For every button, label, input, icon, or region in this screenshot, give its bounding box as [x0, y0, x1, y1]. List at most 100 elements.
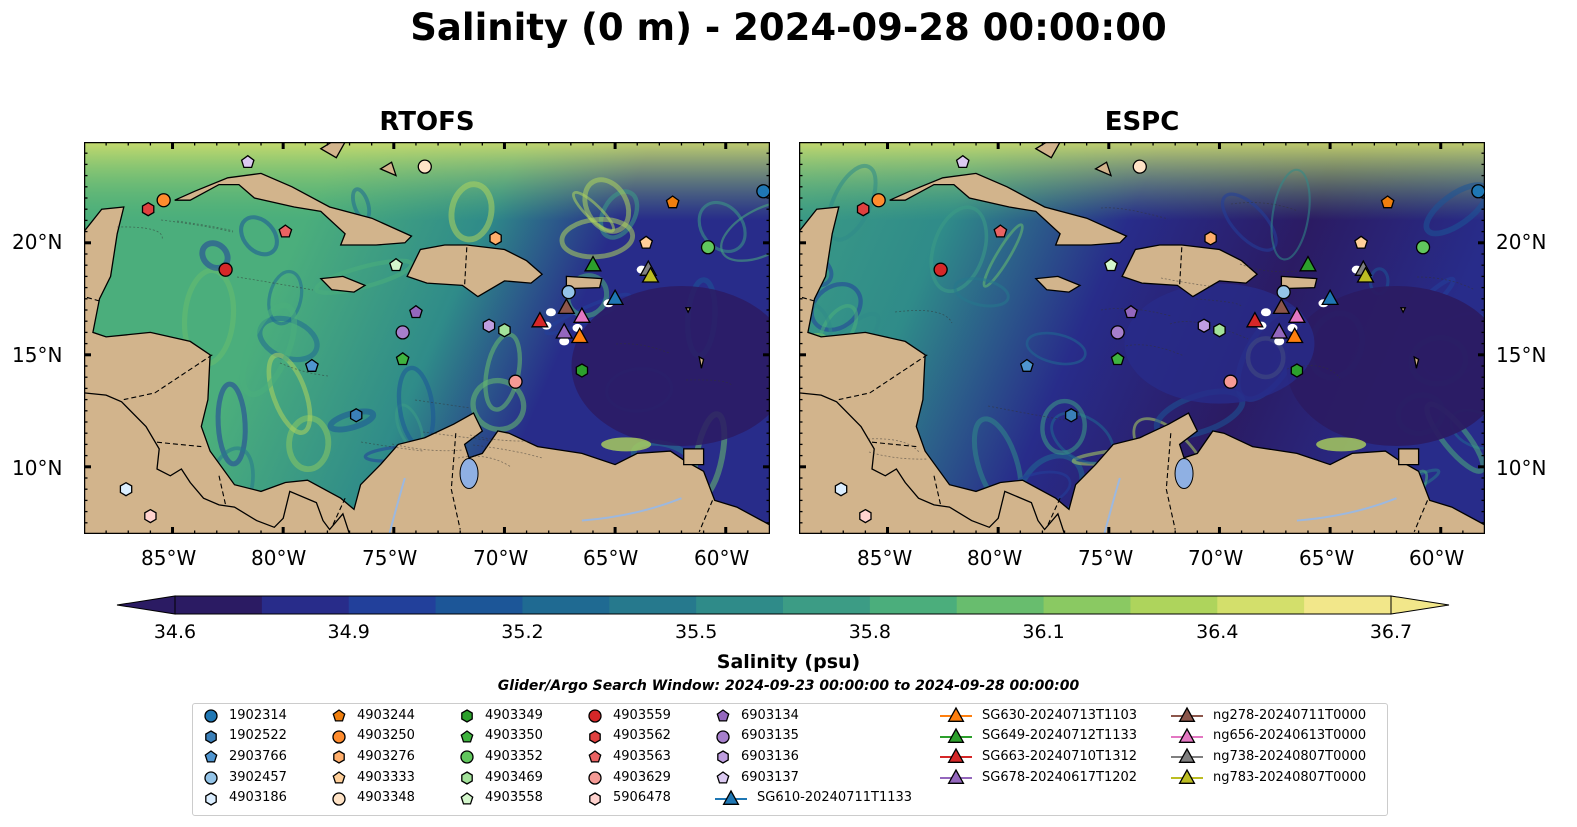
colorbar-tick-label: 36.1	[1022, 621, 1065, 643]
search-window-caption: Glider/Argo Search Window: 2024-09-23 00…	[497, 678, 1080, 694]
legend-pentagon-icon	[460, 791, 474, 805]
argo-float-4903333	[1354, 235, 1369, 249]
argo-float-4903559	[933, 262, 948, 277]
argo-float-6903137	[955, 154, 970, 169]
colorbar-tick-label: 36.7	[1369, 621, 1413, 643]
lon-tick-left-80: 80°W	[251, 546, 307, 570]
legend-marker	[332, 792, 346, 806]
legend-label: ng783-20240807T0000	[1213, 769, 1367, 785]
legend-label: 4903558	[485, 790, 543, 806]
argo-float-5906478	[144, 508, 157, 524]
legend-triangle-icon	[1171, 748, 1203, 764]
lat-tick-right-15: 15°N	[1496, 343, 1547, 367]
legend-label: ng738-20240807T0000	[1213, 748, 1367, 764]
colorbar-segment	[522, 596, 610, 614]
legend-label: 1902314	[229, 707, 287, 723]
legend-entry: 4903349	[457, 705, 543, 725]
salinity-colorbar	[116, 595, 1450, 615]
lat-tick-right-20: 20°N	[1496, 230, 1547, 254]
argo-float-4903186	[119, 481, 133, 497]
legend-triangle-icon	[715, 789, 747, 805]
legend-label: 1902522	[229, 728, 287, 744]
legend-triangle-icon	[940, 727, 972, 743]
legend-entry: 4903558	[457, 788, 543, 808]
glider-ng278-20240711t0000	[1272, 297, 1291, 315]
lat-tick-right-10: 10°N	[1496, 456, 1547, 480]
lon-tick-left-60: 60°W	[694, 546, 750, 570]
colorbar-segment	[175, 596, 263, 614]
lake-maracaibo	[1174, 458, 1194, 490]
land-puerto-rico	[565, 275, 603, 290]
legend-label: 4903348	[357, 790, 415, 806]
colorbar-label: Salinity (psu)	[716, 651, 861, 673]
legend-label: 4903276	[357, 748, 415, 764]
map-frame	[799, 142, 1485, 534]
argo-float-4903186	[834, 481, 848, 497]
legend-marker	[332, 709, 346, 722]
legend-marker	[461, 771, 473, 785]
lon-tick-left-75: 75°W	[362, 546, 418, 570]
legend-marker	[1178, 748, 1196, 764]
lon-tick-right-60: 60°W	[1409, 546, 1465, 570]
colorbar-segment	[783, 596, 871, 614]
legend-marker	[589, 729, 601, 744]
colorbar-segment	[1217, 596, 1305, 614]
land-lesser-antilles-a	[684, 307, 692, 314]
map-frame	[84, 142, 770, 534]
legend-label: 6903135	[741, 728, 799, 744]
land-lesser-antilles-b	[698, 355, 705, 369]
legend-pentagon-icon	[204, 750, 218, 763]
land-cuba	[889, 172, 1128, 246]
legend-marker	[1178, 706, 1196, 722]
legend-label: 4903244	[357, 707, 415, 723]
legend-triangle-icon	[1171, 706, 1203, 722]
argo-float-6903134	[409, 304, 423, 319]
legend-label: 5906478	[613, 790, 671, 806]
argo-float-4903562	[141, 201, 155, 217]
rtofs-salinity-map	[84, 142, 770, 534]
argo-float-4903348	[1132, 159, 1147, 174]
legend-label: 4903352	[485, 748, 543, 764]
argo-float-4903349	[575, 363, 589, 378]
argo-float-1902522	[1064, 408, 1078, 423]
argo-float-4903469	[498, 322, 511, 338]
legend-entry: 4903250	[329, 726, 415, 746]
land-lesser-antilles-b	[1413, 355, 1420, 369]
lon-tick-right-80: 80°W	[967, 546, 1023, 570]
land-cuba	[174, 172, 413, 246]
legend-marker	[332, 771, 346, 784]
argo-float-6903135	[1110, 325, 1125, 340]
legend-marker	[947, 727, 965, 743]
colorbar-segment	[1304, 596, 1392, 614]
glider-ng783-20240807t0000	[641, 266, 660, 283]
lake-maracaibo	[459, 458, 479, 490]
legend-label: 6903134	[741, 707, 799, 723]
glider-sg610-20240711t1133	[606, 288, 625, 306]
argo-float-1902314	[1471, 184, 1485, 199]
legend-entry: 6903137	[713, 767, 799, 787]
glider-sg663-20240710t1312	[1245, 311, 1264, 328]
glider-sg678-20240617t1202	[1270, 322, 1289, 339]
colorbar-segment	[956, 596, 1045, 614]
legend-marker	[717, 750, 729, 765]
colorbar-segment	[435, 596, 523, 614]
legend-pentagon-icon	[460, 729, 474, 743]
glider-ng278-20240711t0000	[557, 297, 576, 315]
legend-hexagon-icon	[205, 729, 217, 744]
glider-sg649-20240712t1133	[583, 255, 602, 272]
legend-pentagon-icon	[716, 709, 730, 722]
legend-pentagon-icon	[332, 709, 346, 722]
legend-entry: 4903244	[329, 705, 415, 725]
colorbar-segment	[696, 596, 784, 614]
legend-entry: 4903276	[329, 746, 415, 766]
argo-float-3902457	[1276, 284, 1291, 300]
legend-marker	[588, 771, 602, 785]
legend-marker	[589, 792, 601, 806]
legend-triangle-icon	[940, 706, 972, 722]
argo-float-6903135	[395, 325, 410, 340]
legend-circle-icon	[332, 792, 346, 806]
legend-marker	[204, 750, 218, 763]
legend-marker	[947, 706, 965, 722]
legend-label: SG610-20240711T1133	[757, 790, 913, 806]
legend-entry: 4903559	[585, 705, 671, 725]
